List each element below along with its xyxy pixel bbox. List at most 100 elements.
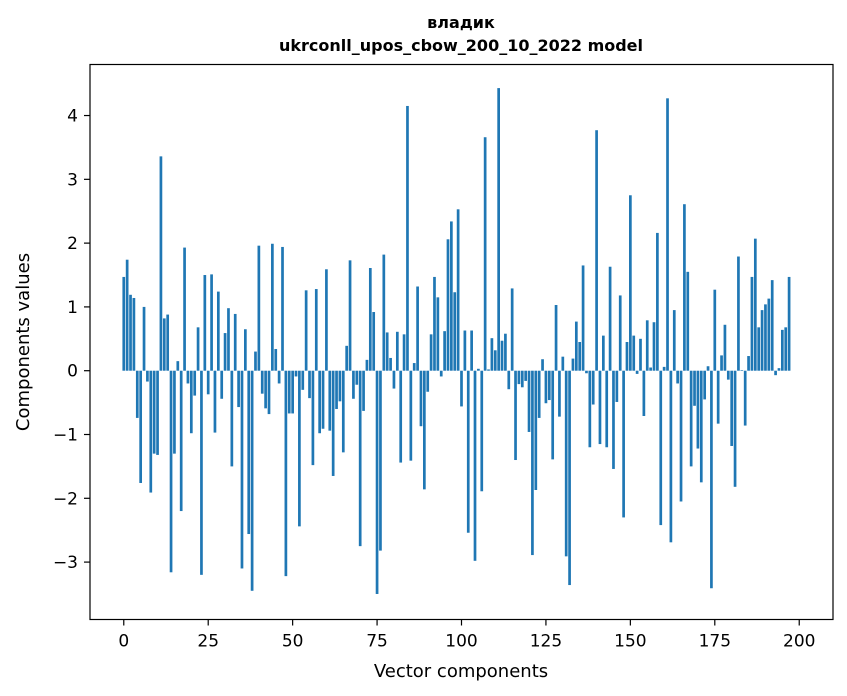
bar bbox=[544, 370, 548, 404]
bar bbox=[176, 361, 180, 371]
bar bbox=[615, 370, 619, 402]
bar bbox=[328, 370, 332, 431]
bar bbox=[635, 370, 639, 374]
bar bbox=[314, 289, 318, 371]
bar bbox=[595, 130, 598, 371]
bar bbox=[520, 370, 524, 388]
bar bbox=[274, 349, 278, 371]
bar bbox=[419, 370, 423, 427]
bar bbox=[426, 370, 430, 392]
bar bbox=[395, 331, 399, 371]
x-tick-label: 175 bbox=[699, 632, 731, 652]
bar bbox=[720, 355, 723, 371]
bar bbox=[672, 310, 676, 371]
bar bbox=[750, 276, 754, 371]
bar bbox=[446, 239, 450, 371]
bar bbox=[770, 280, 774, 371]
bar bbox=[186, 370, 190, 384]
bar bbox=[642, 370, 646, 416]
bar bbox=[318, 370, 322, 434]
bar bbox=[652, 322, 656, 371]
bar bbox=[460, 370, 463, 407]
bar bbox=[439, 370, 443, 377]
bar bbox=[598, 370, 602, 445]
bar bbox=[514, 370, 517, 461]
bar bbox=[679, 370, 683, 502]
y-tick-label: 1 bbox=[67, 298, 78, 318]
bar bbox=[422, 370, 426, 490]
bar bbox=[166, 314, 170, 371]
bar bbox=[173, 370, 176, 454]
bar bbox=[780, 329, 784, 371]
bar bbox=[409, 370, 413, 461]
bar bbox=[271, 243, 274, 371]
bar bbox=[480, 370, 484, 492]
bar bbox=[662, 366, 666, 371]
bar bbox=[254, 351, 257, 371]
bar bbox=[605, 370, 609, 448]
x-tick-label: 150 bbox=[614, 632, 646, 652]
bar bbox=[216, 291, 220, 371]
bar bbox=[537, 370, 541, 418]
bar bbox=[389, 357, 392, 371]
bar bbox=[162, 318, 166, 371]
bar bbox=[784, 327, 788, 371]
bar bbox=[436, 297, 440, 371]
plot-frame bbox=[89, 63, 834, 621]
bar bbox=[352, 370, 355, 399]
bar bbox=[392, 370, 396, 389]
bar bbox=[466, 370, 470, 533]
bar bbox=[510, 288, 514, 371]
bar bbox=[531, 370, 534, 556]
bar bbox=[139, 370, 143, 483]
bar bbox=[733, 370, 737, 487]
bar bbox=[257, 245, 261, 371]
bar bbox=[493, 350, 497, 371]
bar bbox=[230, 370, 234, 467]
bar bbox=[601, 335, 605, 371]
bar bbox=[764, 304, 767, 371]
bar bbox=[287, 370, 291, 414]
bar bbox=[402, 334, 406, 371]
bar bbox=[169, 370, 173, 573]
bar bbox=[399, 370, 403, 463]
bar bbox=[612, 370, 615, 469]
bar bbox=[568, 370, 571, 586]
bar bbox=[703, 370, 707, 400]
bar bbox=[608, 266, 612, 371]
bar bbox=[206, 370, 210, 395]
bar bbox=[618, 295, 622, 371]
bar bbox=[710, 370, 713, 589]
bar bbox=[325, 269, 328, 371]
bar bbox=[156, 370, 159, 455]
bar bbox=[730, 370, 734, 446]
x-tick-label: 100 bbox=[445, 632, 477, 652]
bar bbox=[696, 370, 700, 449]
bar bbox=[223, 333, 227, 371]
bar bbox=[497, 88, 501, 371]
bar bbox=[740, 370, 744, 371]
bar bbox=[723, 324, 727, 371]
y-tick-label: −3 bbox=[53, 553, 78, 573]
bar bbox=[551, 370, 555, 460]
bar bbox=[743, 370, 747, 426]
bar bbox=[240, 370, 244, 569]
bar bbox=[244, 329, 247, 371]
x-tick-label: 75 bbox=[366, 632, 388, 652]
x-tick-label: 125 bbox=[530, 632, 562, 652]
bar bbox=[581, 265, 585, 371]
bars-group bbox=[122, 88, 791, 594]
bar bbox=[767, 298, 771, 371]
bar bbox=[547, 370, 551, 401]
bar bbox=[686, 271, 690, 371]
bar bbox=[368, 268, 372, 371]
bar bbox=[179, 370, 183, 512]
bar bbox=[774, 370, 777, 376]
y-tick-label: 0 bbox=[67, 362, 78, 382]
bar bbox=[284, 370, 288, 577]
bar bbox=[193, 370, 197, 396]
bar bbox=[507, 370, 511, 390]
bar bbox=[649, 367, 652, 371]
bar bbox=[250, 370, 254, 591]
